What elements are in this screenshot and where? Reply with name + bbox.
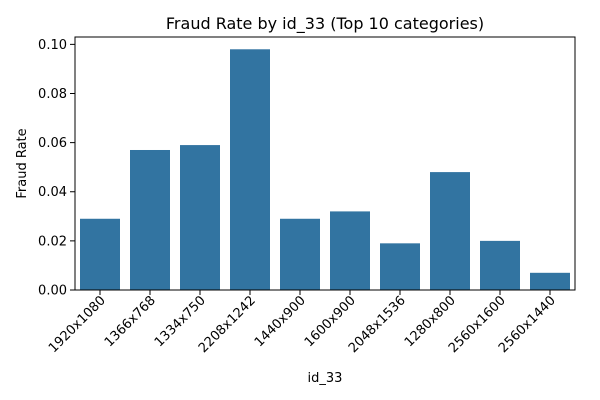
bar-4 [280,218,320,290]
y-tick-label: 0.10 [38,38,67,53]
bar-9 [530,272,570,290]
bar-0 [80,218,120,290]
bar-2 [180,145,220,290]
bar-8 [480,240,520,290]
y-tick-label: 0.02 [38,234,67,249]
bar-3 [230,49,270,290]
bar-5 [330,211,370,290]
y-axis-title: Fraud Rate [15,128,30,198]
x-tick-label: 1366x768 [102,293,159,350]
bar-7 [430,172,470,290]
chart-title: Fraud Rate by id_33 (Top 10 categories) [166,14,484,34]
bar-6 [380,243,420,290]
x-tick-label: 1920x1080 [46,293,109,356]
x-tick-label: 1440x900 [252,293,309,350]
bars-group [80,49,570,290]
y-tick-label: 0.08 [38,87,67,102]
y-tick-label: 0.06 [38,136,67,151]
y-axis: 0.00 0.02 0.04 0.06 0.08 0.10 [38,38,75,299]
y-tick-label: 0.00 [38,284,67,299]
x-axis-title: id_33 [308,371,343,386]
bar-1 [130,149,170,290]
plot-frame [74,36,576,291]
x-axis: 1920x10801366x7681334x7502208x12421440x9… [46,290,559,356]
y-tick-label: 0.04 [38,185,67,200]
